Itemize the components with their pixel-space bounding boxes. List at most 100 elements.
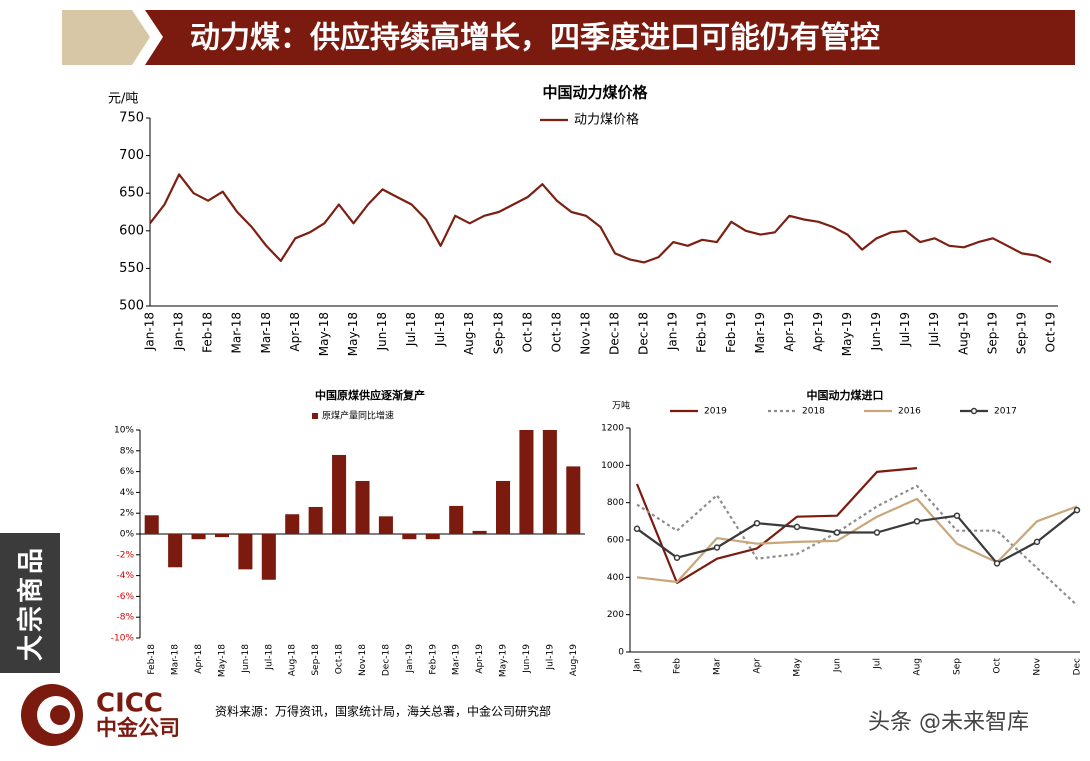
x-tick-label: Jul-19 — [545, 644, 555, 671]
side-box — [0, 533, 60, 673]
series-line — [635, 467, 918, 584]
bar — [261, 534, 276, 580]
logo-icon-core — [50, 705, 70, 725]
bar — [542, 430, 557, 534]
x-tick-label: Mar-18 — [259, 312, 273, 353]
bar — [308, 506, 323, 534]
x-tick-label: Nov-18 — [358, 644, 368, 676]
legend-label: 原煤产量同比增速 — [322, 410, 394, 422]
series-marker — [873, 529, 881, 536]
y-tick-label: 200 — [607, 610, 624, 620]
x-tick-label: Oct-18 — [520, 312, 534, 352]
x-tick-label: Jan — [633, 658, 643, 673]
x-tick-label: Jul-19 — [898, 312, 912, 347]
y-tick-label: 6% — [120, 467, 135, 477]
x-tick-label: Mar-19 — [753, 312, 767, 353]
y-tick-label: 1200 — [601, 424, 624, 434]
chart-title: 中国动力煤进口 — [807, 388, 884, 402]
bar — [214, 534, 229, 538]
x-tick-label: May — [793, 657, 803, 676]
x-tick-label: Jul-18 — [264, 644, 274, 671]
bar — [168, 534, 183, 568]
logo-cn: 中金公司 — [96, 716, 180, 740]
series-marker — [953, 512, 961, 519]
x-tick-label: Apr — [753, 658, 763, 674]
x-tick-label: Sep — [953, 658, 963, 675]
x-tick-label: Sep-18 — [491, 312, 505, 354]
x-tick-label: Jun — [833, 658, 843, 673]
x-tick-label: May-18 — [317, 312, 331, 356]
x-tick-label: Jul — [873, 658, 883, 670]
x-tick-label: Feb-19 — [428, 644, 438, 675]
x-tick-label: Jun-19 — [869, 312, 883, 351]
bar — [378, 516, 393, 534]
logo-en: CICC — [96, 689, 163, 719]
series-marker — [1073, 506, 1081, 514]
x-tick-label: Mar-18 — [171, 644, 181, 675]
y-tick-label: 500 — [119, 299, 144, 314]
y-tick-label: -6% — [116, 592, 134, 602]
y-axis-unit: 万吨 — [612, 400, 630, 412]
x-tick-label: Feb-19 — [695, 312, 709, 353]
x-tick-label: Jan-19 — [666, 312, 680, 351]
x-tick-label: Feb-18 — [147, 644, 157, 675]
series-line — [636, 497, 1078, 584]
x-tick-label: Aug-18 — [288, 644, 298, 677]
series-marker — [633, 525, 641, 533]
chart-title: 中国原煤供应逐渐复产 — [315, 388, 425, 402]
bar — [332, 454, 347, 534]
legend-label: 2016 — [898, 407, 921, 417]
bar — [285, 514, 300, 534]
x-tick-label: Feb — [673, 658, 683, 674]
y-tick-label: 800 — [607, 498, 624, 508]
bar — [191, 534, 206, 540]
header-accent — [62, 10, 150, 65]
x-tick-label: May-19 — [499, 644, 509, 677]
y-tick-label: -2% — [116, 550, 134, 560]
y-tick-label: 4% — [120, 488, 135, 498]
legend-label: 2019 — [704, 407, 727, 417]
x-tick-label: May-19 — [840, 312, 854, 356]
x-tick-label: Sep-19 — [1014, 312, 1028, 354]
x-tick-label: Apr-19 — [475, 644, 485, 674]
x-tick-label: Sep-19 — [985, 312, 999, 354]
series-line — [149, 173, 1052, 264]
y-tick-label: 750 — [119, 111, 144, 126]
series-marker — [993, 560, 1001, 567]
y-tick-label: 8% — [120, 446, 135, 456]
y-tick-label: 650 — [119, 186, 144, 201]
x-tick-label: Feb-19 — [724, 312, 738, 353]
series-line — [636, 509, 1078, 565]
y-tick-label: 600 — [607, 536, 624, 546]
y-tick-label: 0 — [618, 648, 624, 658]
header-title: 动力煤：供应持续高增长，四季度进口可能仍有管控 — [190, 21, 880, 56]
x-tick-label: Dec-18 — [608, 312, 622, 355]
series-line — [636, 484, 1078, 607]
x-tick-label: Mar-18 — [230, 312, 244, 353]
x-tick-label: Jul-18 — [433, 312, 447, 347]
legend-label: 2017 — [994, 407, 1017, 417]
y-tick-label: -10% — [111, 634, 135, 644]
y-tick-label: 600 — [119, 223, 144, 238]
legend-marker — [970, 407, 978, 415]
x-tick-label: Oct — [993, 658, 1003, 674]
y-tick-label: 400 — [607, 573, 624, 583]
x-tick-label: Aug — [913, 658, 923, 676]
bar — [238, 534, 253, 570]
y-tick-label: 1000 — [601, 461, 624, 471]
y-tick-label: 10% — [114, 426, 134, 436]
bar — [355, 480, 370, 534]
legend-label: 动力煤价格 — [574, 112, 639, 128]
series-marker — [913, 518, 921, 525]
x-tick-label: Dec-18 — [637, 312, 651, 355]
watermark: 头条 @未来智库 — [868, 710, 1029, 735]
x-tick-label: Mar-19 — [452, 644, 462, 675]
x-tick-label: Jan-18 — [172, 312, 186, 351]
x-tick-label: Jun-19 — [522, 644, 532, 674]
y-tick-label: 550 — [119, 261, 144, 276]
bar — [402, 534, 417, 540]
y-tick-label: 700 — [119, 148, 144, 163]
bar — [449, 505, 464, 534]
source-note: 资料来源：万得资讯，国家统计局，海关总署，中金公司研究部 — [215, 704, 551, 719]
